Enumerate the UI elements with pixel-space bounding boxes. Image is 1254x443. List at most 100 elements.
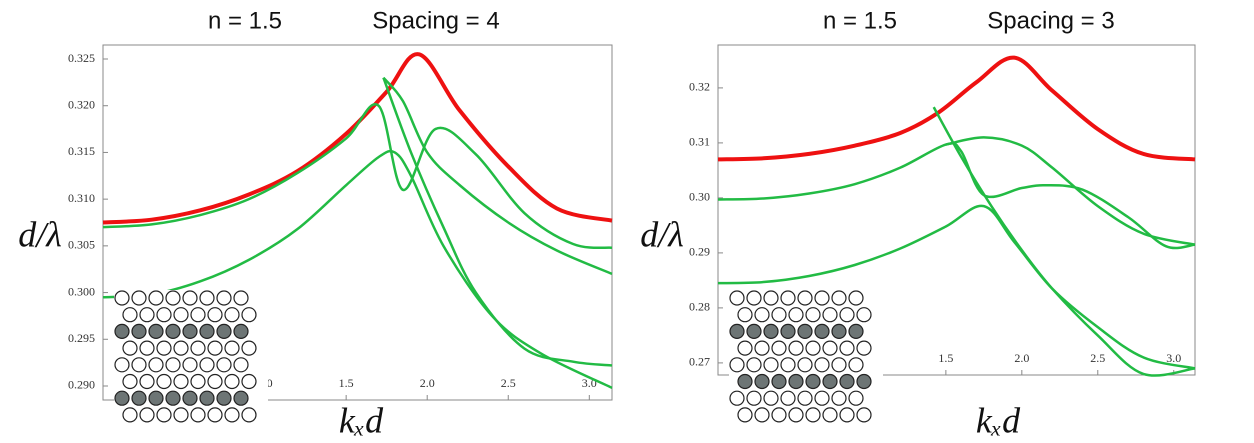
lattice-rod	[839, 340, 855, 356]
x-tick-label: 2.5	[1090, 351, 1105, 365]
lattice-rod	[114, 390, 130, 406]
lattice-rod	[763, 390, 779, 406]
lattice-rod	[224, 407, 240, 423]
lattice-rod	[139, 340, 155, 356]
plot-frame	[717, 44, 1196, 376]
lattice-rod	[156, 340, 172, 356]
lattice-rod	[165, 323, 181, 339]
lattice-rod	[746, 323, 762, 339]
curve	[717, 141, 1196, 250]
lattice-rod	[190, 407, 206, 423]
lattice-rod	[856, 373, 872, 390]
lattice-rod	[839, 307, 855, 323]
lattice-rod	[122, 373, 138, 390]
x-tick-label: 2.0	[420, 376, 435, 390]
lattice-rod	[814, 290, 830, 306]
lattice-rod	[780, 290, 796, 306]
lattice-rod	[831, 323, 847, 339]
y-tick-label: 0.305	[68, 238, 95, 252]
lattice-rod	[788, 340, 804, 356]
lattice-rod	[780, 357, 796, 373]
lattice-rod	[754, 307, 770, 323]
lattice-rod	[729, 323, 745, 339]
chart-subtitle: Spacing = 3	[987, 7, 1114, 34]
lattice-rod	[233, 290, 249, 306]
lattice-rod	[737, 373, 753, 390]
lattice-rod	[241, 340, 257, 356]
lattice-rod	[763, 290, 779, 306]
lattice-rod	[156, 407, 172, 423]
lattice-rod	[754, 407, 770, 423]
lattice-rod	[822, 407, 838, 423]
curve	[102, 52, 613, 225]
curve	[717, 204, 1196, 370]
lattice-rod	[822, 373, 838, 390]
x-axis-label: kₓd	[976, 400, 1021, 440]
lattice-rod	[173, 407, 189, 423]
chart-subtitle: Spacing = 4	[372, 7, 499, 34]
y-tick-label: 0.27	[689, 355, 710, 369]
y-tick-label: 0.320	[68, 97, 95, 111]
lattice-rod	[746, 390, 762, 406]
lattice-rod	[771, 340, 787, 356]
lattice-rod	[771, 307, 787, 323]
lattice-rod	[165, 357, 181, 373]
lattice-rod	[139, 407, 155, 423]
lattice-rod	[746, 357, 762, 373]
lattice-rod	[788, 307, 804, 323]
curve	[717, 55, 1196, 162]
y-axis-label: d/λ	[640, 214, 684, 254]
lattice-rod	[207, 307, 223, 323]
y-tick-label: 0.295	[68, 331, 95, 345]
lattice-rod	[754, 373, 770, 390]
y-axis-label: d/λ	[18, 214, 62, 254]
lattice-rod	[122, 407, 138, 423]
lattice-rod	[114, 357, 130, 373]
lattice-rod	[156, 307, 172, 323]
lattice-rod	[207, 407, 223, 423]
lattice-rod	[831, 390, 847, 406]
lattice-rod	[114, 323, 130, 339]
lattice-rod	[788, 373, 804, 390]
lattice-rod	[780, 390, 796, 406]
lattice-rod	[848, 323, 864, 339]
lattice-rod	[763, 357, 779, 373]
lattice-rod	[780, 323, 796, 339]
y-tick-label: 0.300	[68, 284, 95, 298]
lattice-rod	[148, 323, 164, 339]
lattice-rod	[729, 357, 745, 373]
lattice-rod	[805, 307, 821, 323]
lattice-rod	[831, 357, 847, 373]
x-tick-label: 2.5	[501, 376, 516, 390]
curve	[932, 106, 1196, 377]
lattice-rod	[233, 390, 249, 406]
lattice-rod	[746, 290, 762, 306]
lattice-rod	[173, 307, 189, 323]
lattice-rod	[805, 373, 821, 390]
y-tick-label: 0.30	[689, 190, 710, 204]
lattice-rod	[199, 323, 215, 339]
y-tick-label: 0.31	[689, 135, 710, 149]
curve	[382, 76, 613, 276]
lattice-rod	[797, 323, 813, 339]
lattice-rod	[856, 340, 872, 356]
lattice-rod	[207, 373, 223, 390]
chart-title: n = 1.5	[823, 7, 897, 34]
lattice-rod	[165, 390, 181, 406]
lattice-rod	[216, 390, 232, 406]
lattice-rod	[139, 307, 155, 323]
lattice-rod	[856, 407, 872, 423]
lattice-rod	[139, 373, 155, 390]
lattice-rod	[156, 373, 172, 390]
lattice-rod	[148, 390, 164, 406]
lattice-rod	[173, 340, 189, 356]
lattice-rod	[165, 290, 181, 306]
lattice-rod	[182, 290, 198, 306]
lattice-rod	[241, 373, 257, 390]
y-tick-label: 0.315	[68, 144, 95, 158]
lattice-rod	[148, 290, 164, 306]
lattice-rod	[729, 290, 745, 306]
lattice-rod	[839, 373, 855, 390]
lattice-rod	[848, 357, 864, 373]
